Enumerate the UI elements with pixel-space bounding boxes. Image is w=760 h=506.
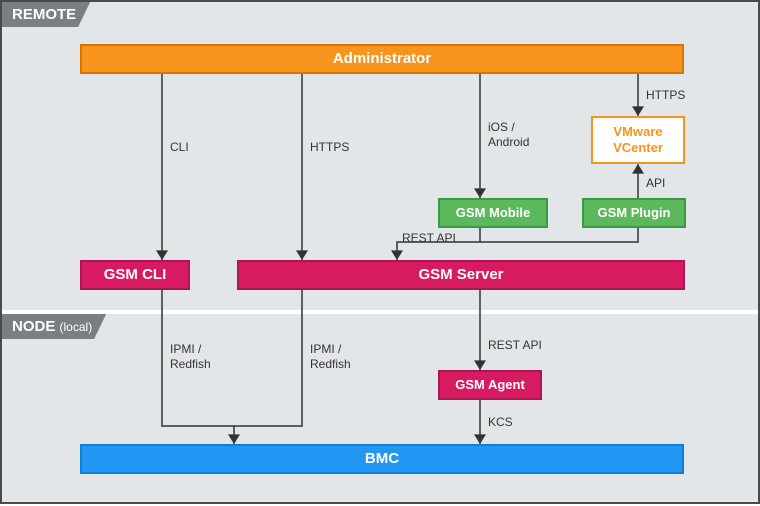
section-label-sub: (local) bbox=[60, 320, 93, 334]
edge-label: KCS bbox=[488, 415, 513, 430]
edge-label: REST API bbox=[488, 338, 542, 353]
section-label-node: NODE (local) bbox=[2, 314, 106, 339]
node-gsmplugin: GSM Plugin bbox=[582, 198, 686, 228]
node-gsmagent: GSM Agent bbox=[438, 370, 542, 400]
edge-label: REST API bbox=[402, 231, 456, 246]
node-admin: Administrator bbox=[80, 44, 684, 74]
node-bmc: BMC bbox=[80, 444, 684, 474]
section-label-text: NODE bbox=[12, 318, 55, 335]
section-divider bbox=[2, 310, 758, 314]
node-gsmmobile: GSM Mobile bbox=[438, 198, 548, 228]
edge-label: iOS / Android bbox=[488, 120, 529, 150]
edge-label: HTTPS bbox=[310, 140, 349, 155]
node-vmware: VMware VCenter bbox=[591, 116, 685, 164]
section-label-text: REMOTE bbox=[12, 6, 76, 23]
edge-label: IPMI / Redfish bbox=[170, 342, 211, 372]
edge-label: API bbox=[646, 176, 665, 191]
node-gsmcli: GSM CLI bbox=[80, 260, 190, 290]
diagram-canvas: REMOTE NODE (local) Administrator VMware … bbox=[0, 0, 760, 504]
edge-label: CLI bbox=[170, 140, 189, 155]
section-label-remote: REMOTE bbox=[2, 2, 90, 27]
edge-label: HTTPS bbox=[646, 88, 685, 103]
edges-layer bbox=[2, 2, 760, 506]
edge-label: IPMI / Redfish bbox=[310, 342, 351, 372]
node-gsmserver: GSM Server bbox=[237, 260, 685, 290]
